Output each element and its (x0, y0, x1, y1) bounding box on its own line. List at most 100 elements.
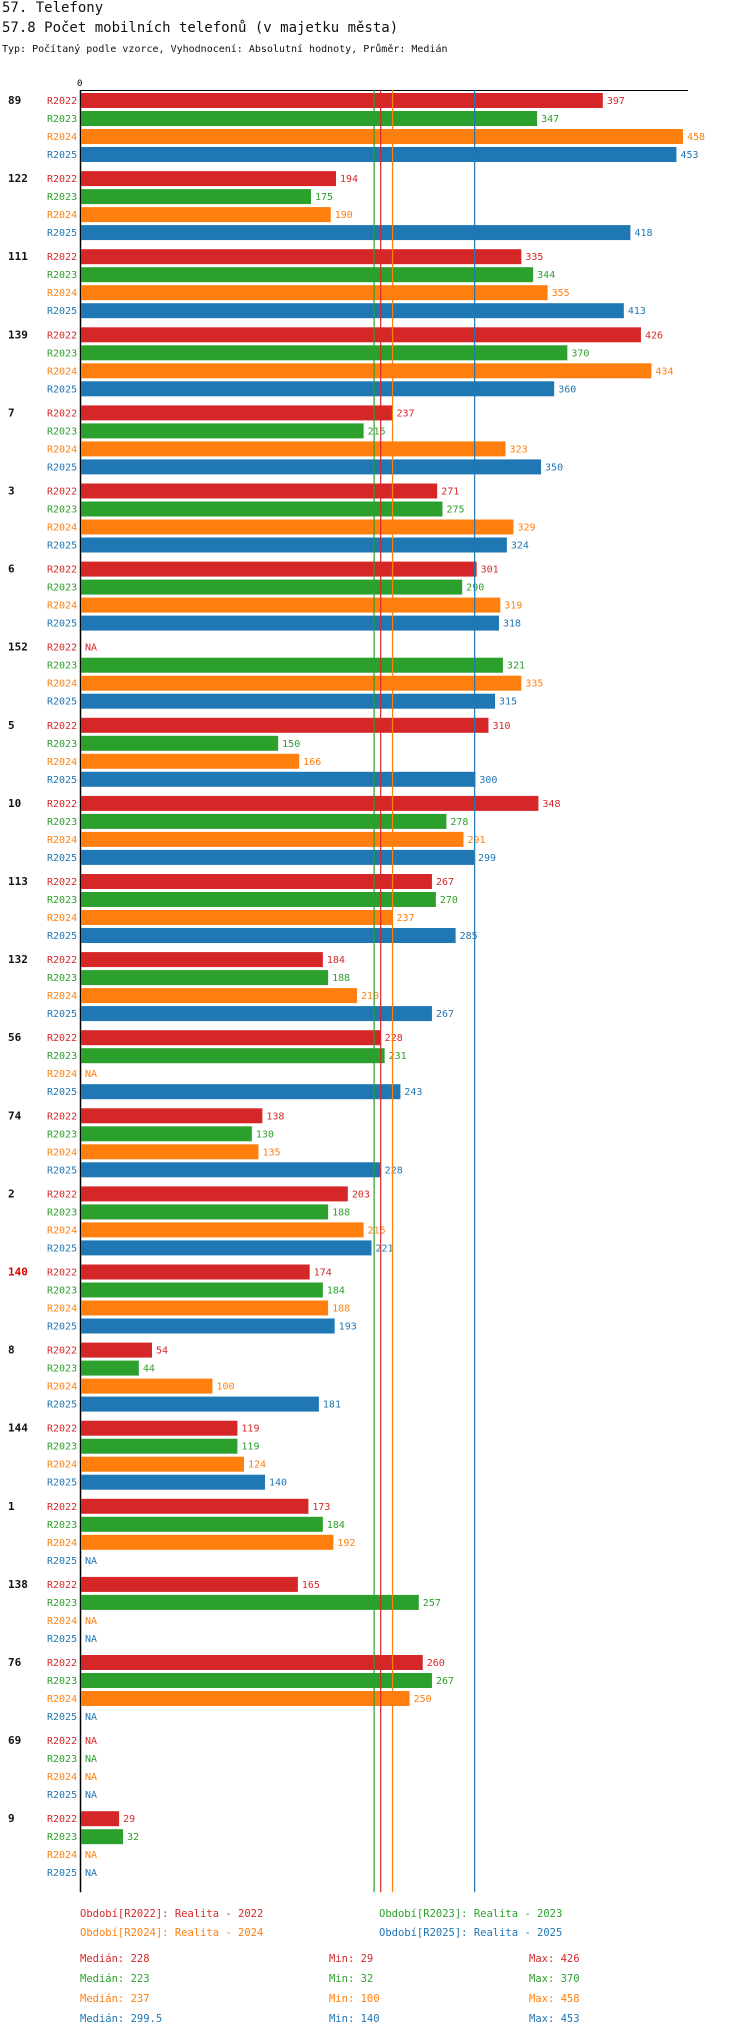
value-label: 119 (241, 1424, 259, 1435)
series-label: R2022 (47, 96, 77, 107)
value-label: 184 (327, 955, 345, 966)
bar (81, 561, 477, 577)
group-label: 9 (8, 1812, 15, 1825)
series-label: R2025 (47, 1165, 77, 1176)
series-label: R2023 (47, 1520, 77, 1531)
series-label: R2023 (47, 817, 77, 828)
value-label: 360 (558, 384, 576, 395)
value-label: 29 (123, 1814, 135, 1825)
series-label: R2023 (47, 583, 77, 594)
stat-max: Max: 458 (529, 1993, 580, 2005)
series-label: R2025 (47, 1868, 77, 1879)
bar (81, 735, 279, 751)
bar (81, 327, 641, 343)
series-label: R2025 (47, 1790, 77, 1801)
value-label: 321 (507, 661, 525, 672)
series-label: R2025 (47, 1634, 77, 1645)
group-label: 113 (8, 875, 28, 888)
value-label: 190 (335, 210, 353, 221)
bar (81, 579, 463, 595)
series-label: R2024 (47, 1147, 77, 1158)
bar (81, 717, 489, 733)
na-label: NA (85, 1772, 97, 1783)
stat-max: Max: 426 (529, 1953, 580, 1965)
group-label: 122 (8, 172, 28, 185)
value-label: 124 (248, 1460, 266, 1471)
series-label: R2024 (47, 523, 77, 534)
series-label: R2024 (47, 444, 77, 455)
value-label: 310 (492, 721, 510, 732)
value-label: 135 (262, 1147, 280, 1158)
value-label: 347 (541, 114, 559, 125)
bar (81, 483, 438, 499)
bar (81, 813, 447, 829)
value-label: 119 (241, 1442, 259, 1453)
series-label: R2023 (47, 1207, 77, 1218)
na-label: NA (85, 1616, 97, 1627)
series-label: R2023 (47, 270, 77, 281)
value-label: 174 (314, 1268, 332, 1279)
value-label: 319 (504, 601, 522, 612)
bar (81, 1576, 298, 1592)
value-label: 453 (680, 150, 698, 161)
bar (81, 1240, 372, 1256)
series-label: R2025 (47, 931, 77, 942)
value-label: 370 (571, 348, 589, 359)
value-label: 173 (312, 1502, 330, 1513)
series-label: R2023 (47, 895, 77, 906)
series-label: R2022 (47, 1189, 77, 1200)
bar (81, 111, 538, 126)
bar (81, 970, 329, 986)
value-label: 221 (375, 1243, 393, 1254)
value-label: 318 (503, 619, 521, 630)
group-label: 138 (8, 1578, 28, 1591)
group-label: 69 (8, 1734, 21, 1747)
series-label: R2022 (47, 330, 77, 341)
bar (81, 795, 539, 811)
group-label: 56 (8, 1031, 22, 1044)
series-label: R2024 (47, 991, 77, 1002)
series-label: R2023 (47, 973, 77, 984)
series-label: R2025 (47, 775, 77, 786)
bar (81, 1084, 401, 1100)
bar (81, 267, 534, 283)
series-label: R2022 (47, 955, 77, 966)
bar (81, 771, 476, 787)
bar (81, 1516, 323, 1532)
series-label: R2025 (47, 1322, 77, 1333)
bar (81, 675, 522, 691)
value-label: 243 (404, 1087, 422, 1098)
stat-min: Min: 29 (329, 1953, 373, 1965)
bar (81, 1204, 329, 1220)
series-label: R2023 (47, 1364, 77, 1375)
series-label: R2022 (47, 565, 77, 576)
series-label: R2022 (47, 643, 77, 654)
series-label: R2024 (47, 1616, 77, 1627)
series-label: R2025 (47, 1009, 77, 1020)
bar (81, 519, 514, 535)
series-label: R2024 (47, 1304, 77, 1315)
na-label: NA (85, 1850, 97, 1861)
stat-min: Min: 140 (329, 2013, 380, 2025)
bar (81, 1360, 139, 1376)
value-label: 215 (368, 1225, 386, 1236)
value-label: 335 (525, 679, 543, 690)
value-label: 203 (352, 1189, 370, 1200)
bar (81, 597, 501, 613)
series-label: R2024 (47, 1382, 77, 1393)
series-label: R2025 (47, 462, 77, 473)
value-label: 285 (460, 931, 478, 942)
value-label: 210 (361, 991, 379, 1002)
stat-median: Medián: 237 (80, 1993, 150, 2005)
na-label: NA (85, 1712, 97, 1723)
section-title: 57. Telefony (2, 0, 104, 16)
series-label: R2022 (47, 487, 77, 498)
bar (81, 129, 683, 144)
bar (81, 1048, 385, 1064)
series-label: R2022 (47, 1736, 77, 1747)
series-label: R2022 (47, 1111, 77, 1122)
series-label: R2022 (47, 1658, 77, 1669)
value-label: 291 (467, 835, 485, 846)
value-label: 150 (282, 739, 300, 750)
na-label: NA (85, 1868, 97, 1879)
